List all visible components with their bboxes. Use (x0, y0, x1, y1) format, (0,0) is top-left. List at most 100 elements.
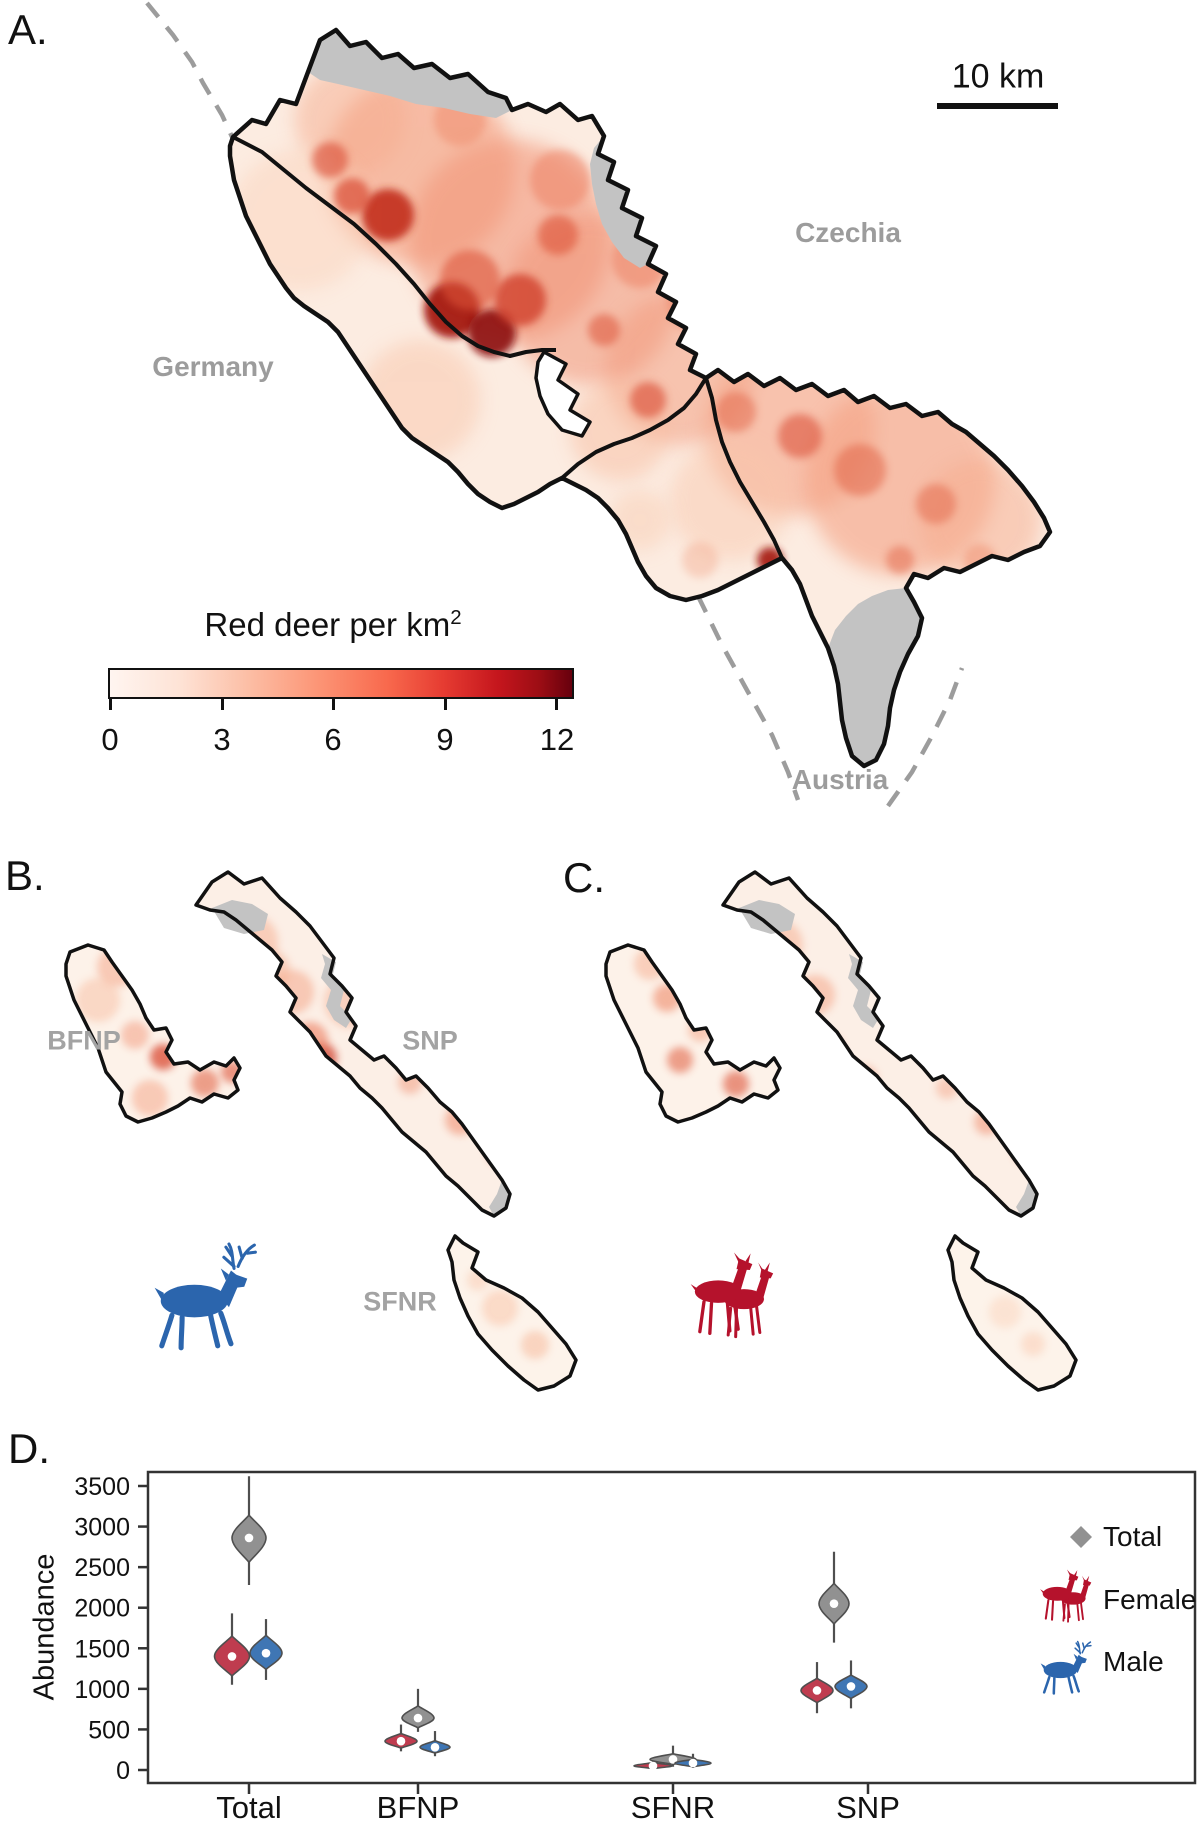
violin-mean-dot (648, 1761, 658, 1771)
y-tick-label: 3000 (74, 1514, 130, 1542)
density-blob (853, 1066, 877, 1090)
colorbar-tick (221, 697, 224, 710)
country-label-germany: Germany (152, 351, 274, 382)
violin-mean-dot (829, 1599, 839, 1608)
violin-female-bfnp (384, 1724, 418, 1752)
density-blob (723, 1071, 749, 1097)
y-tick-label: 500 (88, 1716, 130, 1744)
density-hotspot (834, 444, 886, 496)
density-hotspot (778, 414, 822, 458)
density-blob (989, 1296, 1021, 1328)
density-blob (487, 1139, 510, 1165)
region-group (604, 943, 782, 1124)
violin-mean-dot (668, 1755, 678, 1764)
violin-total-snp (818, 1551, 850, 1643)
density-blob (191, 1069, 219, 1097)
y-tick-label: 2500 (74, 1554, 130, 1582)
panel-d-label: D. (8, 1425, 50, 1472)
legend-total-diamond (1070, 1526, 1092, 1548)
y-tick-label: 2000 (74, 1595, 130, 1623)
region-group (194, 870, 512, 1218)
border-dashed-austria (695, 595, 801, 801)
plot-box (146, 1470, 1197, 1785)
violin-mean-dot (396, 1736, 406, 1746)
density-hotspot (494, 274, 546, 326)
density-hotspot (538, 215, 578, 255)
region-heatmap (221, 914, 510, 1165)
boundary-sfnr-east (704, 377, 784, 559)
legend-label-male: Male (1103, 1646, 1164, 1677)
density-blob (811, 1034, 843, 1066)
density-hotspot (630, 382, 666, 418)
violin-mean-dot (261, 1648, 271, 1658)
deer-density-heatmap (230, 65, 1040, 580)
colorbar-tick-label: 9 (436, 722, 454, 757)
violin-total-total (231, 1476, 267, 1585)
female-deer-pair-icon (688, 1250, 775, 1339)
colorbar-tick (332, 697, 335, 710)
country-label-czechia: Czechia (795, 217, 901, 248)
density-hotspot (440, 250, 500, 310)
violin-mean-dot (430, 1742, 440, 1752)
colorbar-tick-label: 0 (101, 722, 119, 757)
region-label-bfnp: BFNP (47, 1025, 121, 1056)
scale-bar (937, 103, 1058, 109)
violin-female-total (213, 1613, 251, 1685)
region-group (721, 870, 1039, 1218)
density-hotspot (916, 484, 956, 524)
no-data-patch (212, 900, 268, 934)
border-dashed-austria (886, 667, 965, 808)
density-blob (521, 1331, 549, 1359)
violin-male-bfnp (419, 1731, 451, 1757)
country-label-austria: Austria (791, 764, 889, 795)
colorbar-tick-label: 6 (324, 722, 342, 757)
map-legend-title-text: Red deer per km (204, 606, 451, 643)
y-tick-label: 0 (116, 1757, 130, 1785)
x-category-label: SNP (836, 1790, 900, 1825)
density-blob (1021, 1332, 1045, 1356)
y-tick-label: 3500 (74, 1473, 130, 1501)
violin-male-snp (834, 1660, 868, 1709)
violin-male-sfnr (674, 1753, 712, 1768)
colorbar-tick-label: 3 (213, 722, 231, 757)
panel-b-label: B. (5, 852, 45, 899)
region-label-sfnr: SFNR (363, 1286, 437, 1317)
violin-mean-dot (846, 1682, 856, 1691)
panel-c-map-females (604, 870, 1078, 1392)
density-hotspot (362, 189, 414, 241)
y-tick-label: 1000 (74, 1676, 130, 1704)
density-hotspot (682, 542, 718, 578)
density-blob (777, 1002, 813, 1038)
x-category-label: BFNP (377, 1790, 460, 1825)
panel-b-map-males (64, 870, 578, 1392)
density-hotspot (886, 546, 914, 574)
violin-female-snp (800, 1662, 834, 1714)
no-data-patch (308, 30, 512, 118)
x-category-label: SFNR (631, 1790, 715, 1825)
map-notch (534, 350, 592, 438)
border-dashed-germany (145, 1, 236, 140)
density-hotspot (312, 142, 348, 178)
violin-male-total (249, 1619, 283, 1680)
violin-female-sfnr (633, 1757, 673, 1771)
panel-d-violin-plot: 0 500 1000 1500 2000 2500 3000 3500 Total BFNP SFN… (74, 1470, 1197, 1825)
density-hotspot (334, 178, 370, 214)
colorbar-tick (109, 697, 112, 710)
density-blob (795, 975, 835, 1015)
panel-c-label: C. (563, 854, 605, 901)
male-deer-icon (155, 1244, 256, 1348)
y-axis-label: Abundance (28, 1553, 61, 1701)
boundary-bfnp-snp (232, 135, 556, 358)
x-category-label: Total (216, 1790, 281, 1825)
region-heatmap (989, 1296, 1045, 1356)
violin-mean-dot (227, 1652, 237, 1661)
violin-mean-dot (244, 1533, 254, 1543)
density-blob (670, 440, 790, 560)
violin-mean-dot (413, 1713, 423, 1723)
density-blob (150, 1044, 176, 1070)
violin-total-bfnp (401, 1688, 435, 1732)
density-hotspot (588, 314, 620, 346)
legend-label-female: Female (1103, 1584, 1197, 1615)
colorbar-tick (555, 697, 558, 710)
